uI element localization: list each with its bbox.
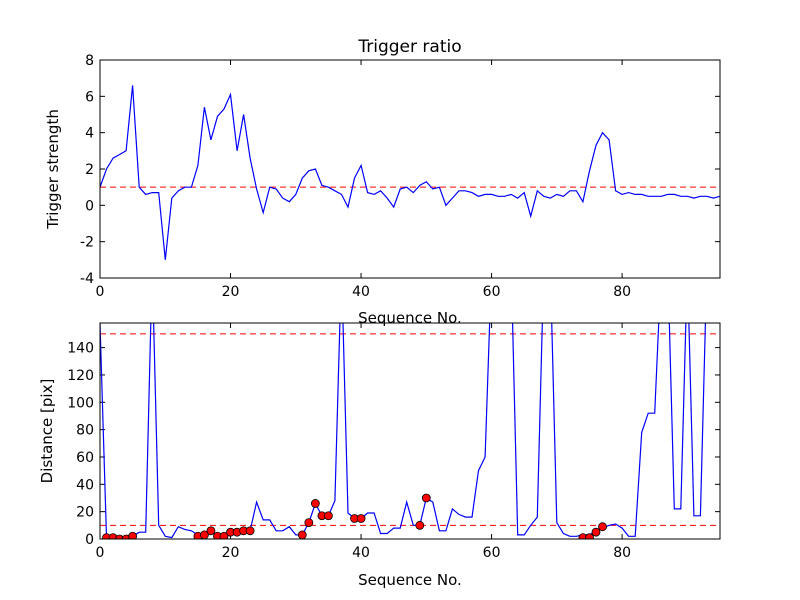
bottom-y-tick-label: 140 <box>67 341 94 357</box>
marker-point <box>206 526 216 536</box>
bottom-y-tick-label: 100 <box>67 395 94 411</box>
bottom-x-tick-label: 20 <box>222 545 240 561</box>
marker-point <box>415 520 425 530</box>
marker-point <box>219 531 229 539</box>
bottom-x-tick-label: 80 <box>613 545 631 561</box>
bottom-plot: 0 20 40 60 80 0 20 40 60 80 100 120 140 Sequence No.… <box>38 322 721 589</box>
marker-point <box>121 534 131 539</box>
marker-point <box>598 522 607 532</box>
marker-point <box>324 511 333 521</box>
bottom-y-axis-label: Distance [pix] <box>38 379 56 484</box>
top-series-line <box>100 85 720 260</box>
top-y-tick-label: -2 <box>80 235 94 251</box>
marker-point <box>297 530 307 539</box>
top-x-tick-label: 80 <box>613 284 631 300</box>
bottom-axis-ticks: 0 20 40 60 80 0 20 40 60 80 100 120 140 <box>67 323 720 561</box>
top-chart-title: Trigger ratio <box>357 37 461 57</box>
top-x-tick-label: 20 <box>222 284 240 300</box>
top-plot-frame <box>99 59 721 279</box>
bottom-y-tick-label: 80 <box>76 423 94 439</box>
bottom-x-tick-label: 40 <box>352 545 370 561</box>
top-y-tick-label: 6 <box>85 89 94 105</box>
top-y-axis-label: Trigger strength <box>44 109 62 230</box>
top-y-tick-label: 4 <box>85 126 94 142</box>
top-x-tick-label: 0 <box>96 284 105 300</box>
bottom-y-tick-label: 20 <box>76 505 94 521</box>
marker-point <box>356 514 366 523</box>
top-y-tick-label: 2 <box>85 162 94 178</box>
bottom-x-axis-label: Sequence No. <box>358 571 462 589</box>
marker-point <box>585 533 594 539</box>
bottom-y-tick-label: 120 <box>67 368 94 384</box>
top-y-tick-label: -4 <box>80 271 94 287</box>
marker-point <box>421 493 431 503</box>
marker-point <box>245 526 255 536</box>
marker-point <box>128 531 138 539</box>
top-plot: Trigger ratio 0 20 40 60 80 -4 -2 0 2 4 6 8 Sequenc… <box>44 37 721 327</box>
bottom-x-tick-label: 0 <box>96 545 105 561</box>
bottom-y-tick-label: 0 <box>85 532 94 548</box>
marker-point <box>115 534 124 539</box>
top-y-tick-label: 8 <box>85 53 94 69</box>
top-y-tick-label: 0 <box>85 198 94 214</box>
top-x-tick-label: 40 <box>352 284 370 300</box>
top-axis-ticks: 0 20 40 60 80 -4 -2 0 2 4 6 8 <box>80 53 720 300</box>
bottom-x-tick-label: 60 <box>483 545 501 561</box>
bottom-plot-frame <box>99 322 721 540</box>
bottom-y-tick-label: 40 <box>76 477 94 493</box>
bottom-markers <box>102 493 607 539</box>
marker-point <box>304 518 314 527</box>
top-x-axis-label: Sequence No. <box>358 309 462 327</box>
bottom-y-tick-label: 60 <box>76 450 94 466</box>
marker-point <box>591 527 601 537</box>
bottom-series-line <box>100 323 707 539</box>
marker-point <box>310 499 320 508</box>
top-x-tick-label: 60 <box>483 284 501 300</box>
